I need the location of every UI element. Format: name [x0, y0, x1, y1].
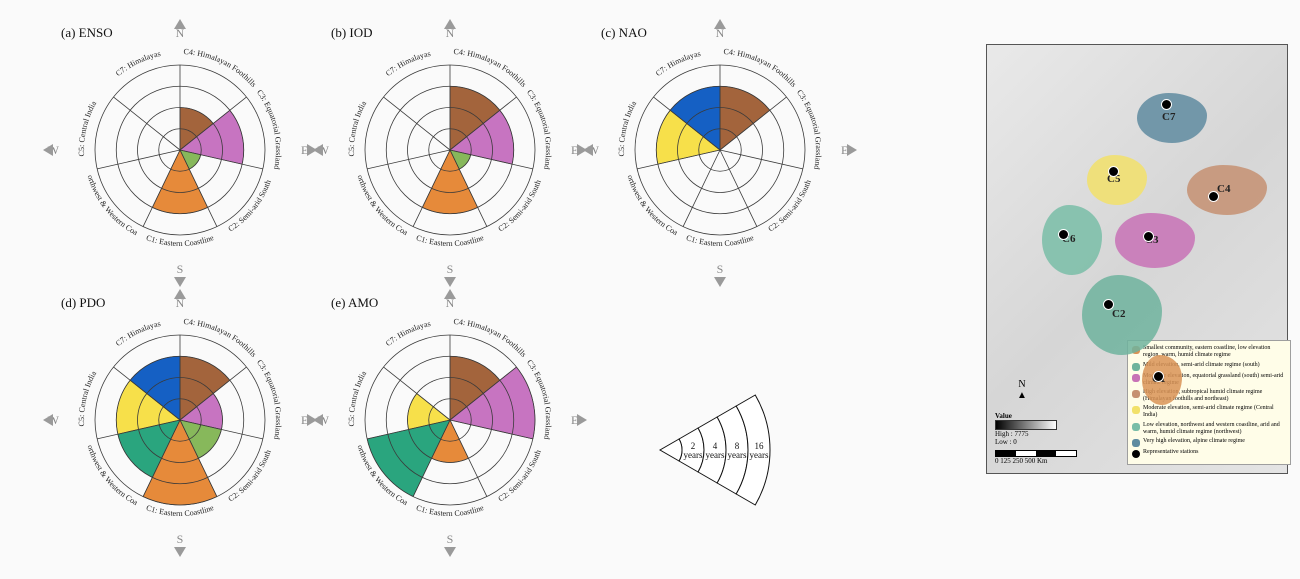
panel-title-e: (e) AMO	[331, 295, 378, 310]
spoke	[367, 150, 450, 169]
compass-s: S	[717, 262, 724, 276]
map-region-label-C4: C4	[1217, 183, 1230, 195]
sector-label: C2: Semi-arid South	[227, 449, 273, 504]
arrow-down-icon	[444, 547, 456, 557]
legend-swatch	[1132, 439, 1140, 447]
compass-s: S	[177, 532, 184, 546]
panel-title-b: (b) IOD	[331, 25, 373, 40]
sector-label: C3: Equatorial Grassland	[255, 88, 283, 170]
segment-C4	[720, 86, 770, 150]
panel-title-a: (a) ENSO	[61, 25, 113, 40]
sector-label: C7: Himalayas	[114, 319, 162, 348]
arrow-down-icon	[714, 277, 726, 287]
sector-label: C7: Himalayas	[384, 49, 432, 78]
legend-text: Very high elevation, alpine climate regi…	[1143, 438, 1245, 445]
sector-label: C2: Semi-arid South	[497, 179, 543, 234]
compass-s: S	[177, 262, 184, 276]
sector-label: C4: Himalayan Foothills	[453, 317, 528, 359]
spoke	[720, 150, 757, 227]
arrow-down-icon	[174, 277, 186, 287]
map-station-dot	[1161, 99, 1172, 110]
panel-title-c: (c) NAO	[601, 25, 647, 40]
legend-swatch	[1132, 423, 1140, 431]
legend-text: Low elevation, northwest and western coa…	[1143, 422, 1286, 436]
spoke	[720, 150, 803, 169]
arrow-up-icon	[714, 19, 726, 29]
legend-swatch	[1132, 390, 1140, 398]
value-low: Low : 0	[995, 438, 1077, 446]
sector-label: C3: Equatorial Grassland	[795, 88, 823, 170]
sector-label: C7: Himalayas	[114, 49, 162, 78]
rose-chart-b: C4: Himalayan FoothillsC3: Equatorial Gr…	[0, 0, 587, 287]
map-region-label-C7: C7	[1162, 111, 1175, 123]
north-arrow-icon: N▲	[1017, 379, 1027, 401]
rose-chart-a: C4: Himalayan FoothillsC3: Equatorial Gr…	[0, 0, 317, 287]
spoke	[114, 97, 180, 150]
scale-text: 0 125 250 500 Km	[995, 457, 1077, 465]
spoke	[384, 97, 450, 150]
arrow-right-icon	[577, 414, 587, 426]
spoke	[97, 150, 180, 169]
sector-label: C4: Himalayan Foothills	[723, 47, 798, 89]
spoke	[683, 150, 720, 227]
map-panel: N▲ Value High : 7775 Low : 0 0 125 250 5…	[986, 44, 1288, 474]
compass-s: S	[447, 262, 454, 276]
rose-chart-e: C4: Himalayan FoothillsC3: Equatorial Gr…	[0, 0, 587, 557]
wedge-label: years	[728, 450, 747, 460]
sector-label: C2: Semi-arid South	[227, 179, 273, 234]
sector-label: C7: Himalayas	[384, 319, 432, 348]
rose-chart-d: C4: Himalayan FoothillsC3: Equatorial Gr…	[0, 0, 317, 557]
arrow-up-icon	[174, 19, 186, 29]
arrow-up-icon	[174, 289, 186, 299]
legend-swatch	[1132, 374, 1140, 382]
sector-label: C4: Himalayan Foothills	[183, 317, 258, 359]
arrow-down-icon	[174, 547, 186, 557]
arrow-right-icon	[847, 144, 857, 156]
legend-row: Low elevation, northwest and western coa…	[1132, 422, 1286, 436]
panel-title-d: (d) PDO	[61, 295, 105, 310]
map-region-label-C2: C2	[1112, 308, 1125, 320]
arrow-up-icon	[444, 19, 456, 29]
sector-label: C3: Equatorial Grassland	[255, 358, 283, 440]
legend-swatch	[1132, 363, 1140, 371]
sector-label: C4: Himalayan Foothills	[183, 47, 258, 89]
wedge-label: years	[750, 450, 769, 460]
arrow-down-icon	[444, 277, 456, 287]
legend-row: Moderate elevation, semi-arid climate re…	[1132, 405, 1286, 419]
value-high: High : 7775	[995, 430, 1077, 438]
map-station-dot	[1058, 229, 1069, 240]
value-legend-title: Value	[995, 412, 1077, 420]
legend-row: Very high elevation, alpine climate regi…	[1132, 438, 1286, 447]
legend-row: Representative stations	[1132, 449, 1286, 458]
map-station-dot	[1143, 231, 1154, 242]
map-station-dot	[1108, 166, 1119, 177]
sector-label: C2: Semi-arid South	[497, 449, 543, 504]
compass-s: S	[447, 532, 454, 546]
wedge-legend: 2years4years8years16years	[660, 395, 770, 505]
sector-label: C2: Semi-arid South	[767, 179, 813, 234]
legend-swatch	[1132, 450, 1140, 458]
wedge-label: years	[684, 450, 703, 460]
map-station-dot	[1103, 299, 1114, 310]
wedge-label: years	[706, 450, 725, 460]
map-station-dot	[1153, 371, 1164, 382]
map-scalebar: Value High : 7775 Low : 0 0 125 250 500 …	[995, 412, 1077, 465]
map-station-dot	[1208, 191, 1219, 202]
legend-swatch	[1132, 406, 1140, 414]
sector-label: C4: Himalayan Foothills	[453, 47, 528, 89]
legend-text: Representative stations	[1143, 449, 1199, 456]
sector-label: C7: Himalayas	[654, 49, 702, 78]
sector-label: C3: Equatorial Grassland	[525, 88, 553, 170]
legend-text: Moderate elevation, semi-arid climate re…	[1143, 405, 1286, 419]
arrow-up-icon	[444, 289, 456, 299]
